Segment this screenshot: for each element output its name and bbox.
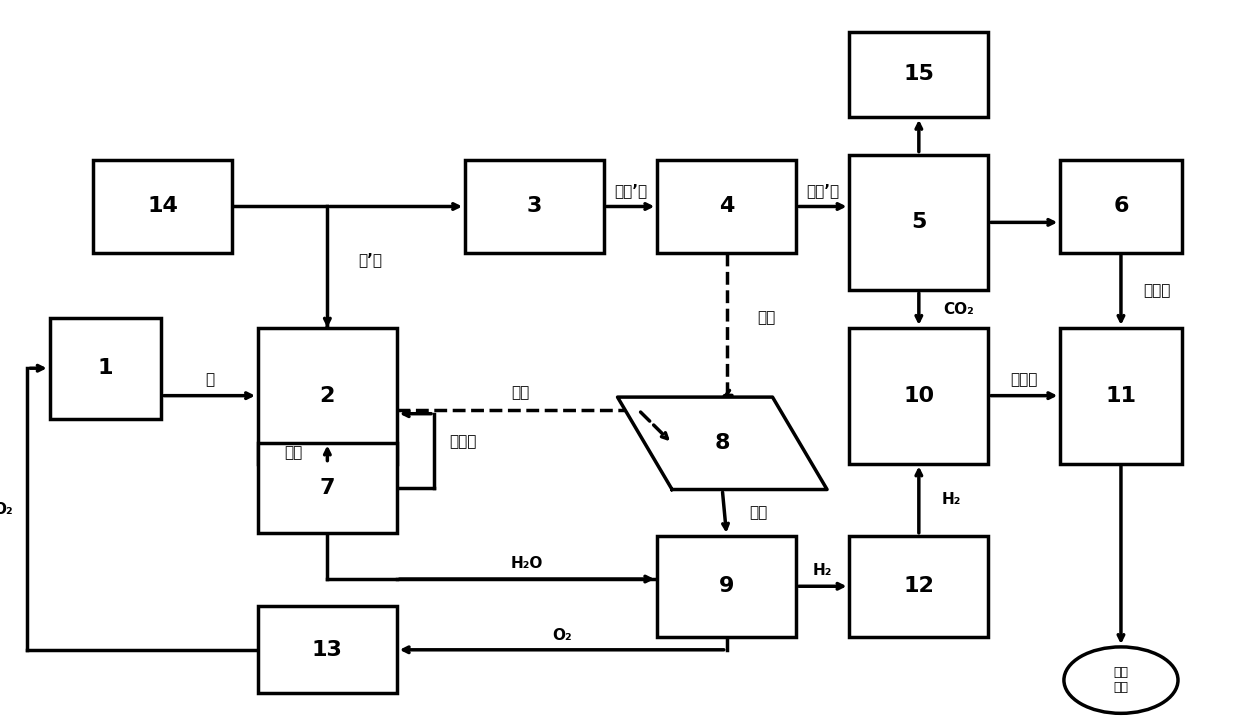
Bar bbox=[465, 160, 604, 253]
Text: 3: 3 bbox=[527, 196, 542, 217]
Bar bbox=[657, 160, 796, 253]
Text: 粗甲醇: 粗甲醇 bbox=[1143, 283, 1171, 297]
Text: 4: 4 bbox=[719, 196, 734, 217]
Bar bbox=[849, 328, 988, 464]
Text: 循环水: 循环水 bbox=[449, 434, 476, 449]
Text: 余热: 余热 bbox=[512, 386, 529, 400]
Text: 13: 13 bbox=[312, 640, 342, 660]
Text: 2: 2 bbox=[320, 386, 335, 406]
Bar bbox=[849, 155, 988, 290]
Text: 煤: 煤 bbox=[205, 373, 215, 387]
Text: 12: 12 bbox=[904, 576, 934, 596]
Text: 15: 15 bbox=[904, 64, 934, 84]
Text: 8: 8 bbox=[714, 433, 730, 453]
Bar bbox=[93, 160, 232, 253]
Text: H₂: H₂ bbox=[813, 563, 832, 578]
Text: CO₂: CO₂ bbox=[944, 302, 975, 316]
Text: 14: 14 bbox=[148, 196, 177, 217]
Text: H₂: H₂ bbox=[941, 492, 961, 507]
Text: O₂: O₂ bbox=[552, 628, 572, 643]
Text: H₂O: H₂O bbox=[511, 556, 543, 570]
Bar bbox=[1060, 328, 1182, 464]
Bar bbox=[657, 536, 796, 637]
Text: 9: 9 bbox=[719, 576, 734, 596]
Polygon shape bbox=[618, 397, 827, 490]
Bar bbox=[1060, 160, 1182, 253]
Text: 11: 11 bbox=[1106, 386, 1136, 406]
Text: 6: 6 bbox=[1114, 196, 1128, 217]
Text: 粗甲醇: 粗甲醇 bbox=[1011, 373, 1038, 387]
Bar bbox=[258, 328, 397, 464]
Text: 合成’气: 合成’气 bbox=[806, 183, 839, 198]
Text: 5: 5 bbox=[911, 212, 926, 232]
Text: 合成’气: 合成’气 bbox=[614, 183, 647, 198]
Text: 7: 7 bbox=[320, 478, 335, 497]
Bar bbox=[258, 443, 397, 533]
Bar bbox=[849, 536, 988, 637]
Bar bbox=[258, 606, 397, 693]
Text: 甲醇
产品: 甲醇 产品 bbox=[1114, 666, 1128, 694]
Text: 电力: 电力 bbox=[749, 505, 768, 520]
Text: O₂: O₂ bbox=[0, 502, 12, 516]
Text: 1: 1 bbox=[98, 358, 113, 378]
Text: 废水: 废水 bbox=[284, 445, 303, 461]
Bar bbox=[849, 32, 988, 117]
Text: 余热: 余热 bbox=[758, 310, 776, 325]
Text: 10: 10 bbox=[903, 386, 935, 406]
Circle shape bbox=[1064, 647, 1178, 713]
Text: 煤’气: 煤’气 bbox=[358, 253, 382, 267]
Bar bbox=[50, 318, 161, 419]
